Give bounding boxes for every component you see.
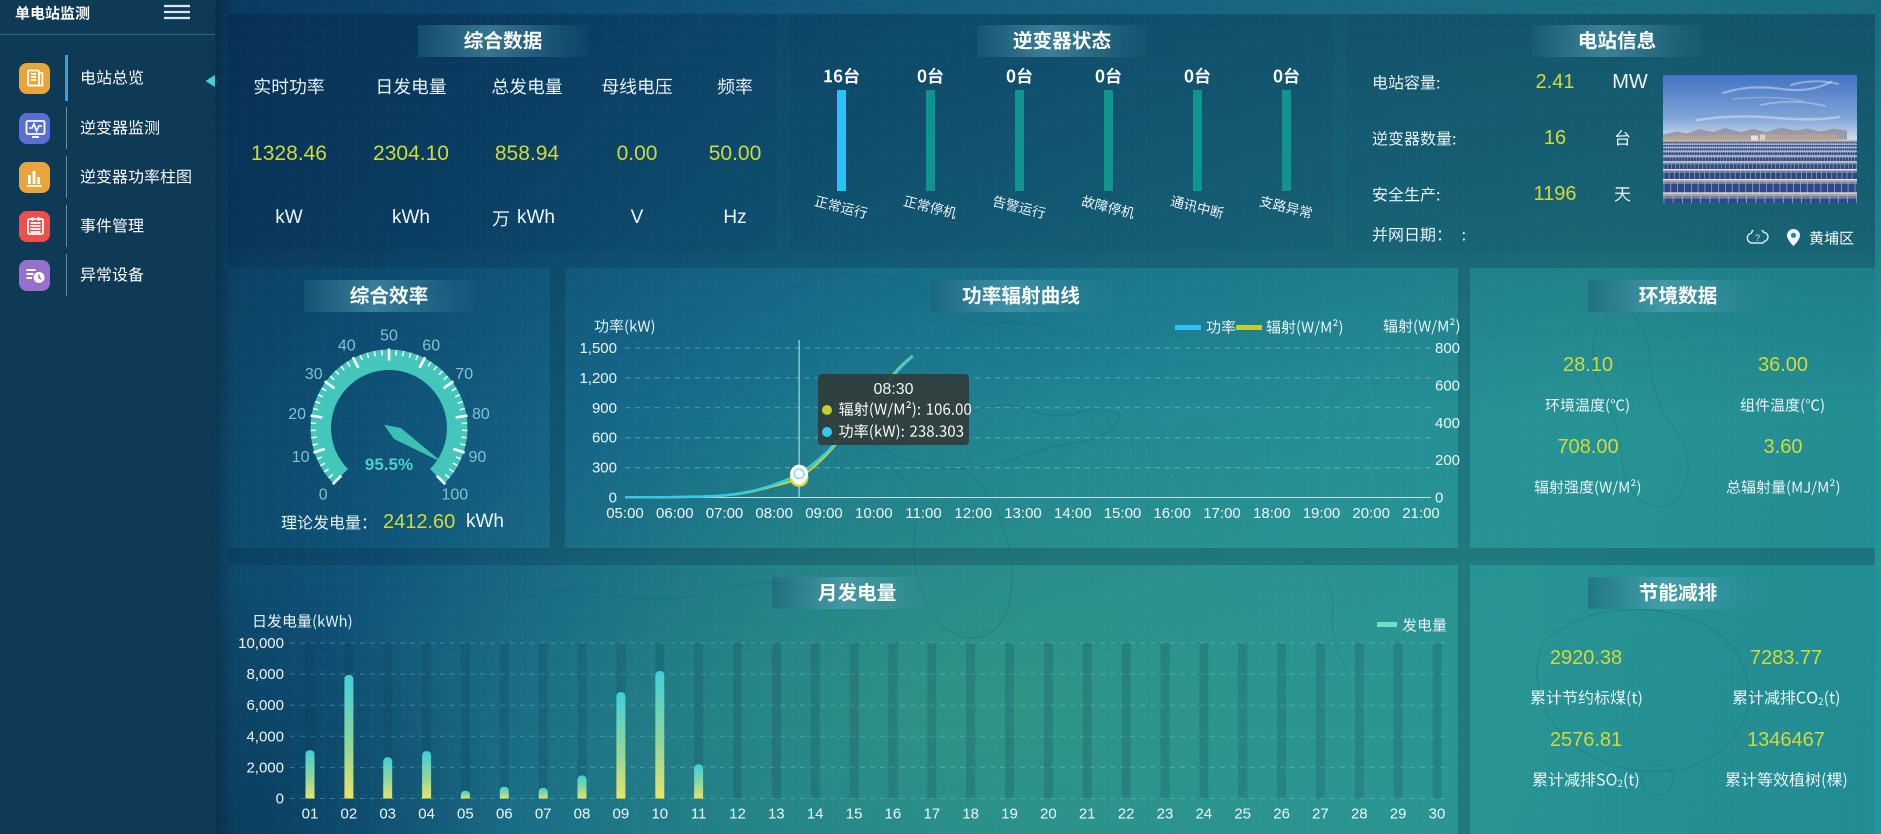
- svg-text:60: 60: [422, 338, 440, 355]
- svg-text:02: 02: [341, 806, 358, 823]
- svg-text:05: 05: [457, 806, 474, 823]
- svg-text:11: 11: [691, 806, 707, 823]
- svg-text:900: 900: [592, 400, 617, 417]
- svg-text:14: 14: [807, 806, 824, 823]
- svg-text:50: 50: [380, 328, 398, 345]
- svg-text:600: 600: [1435, 377, 1460, 394]
- svg-text:19: 19: [1001, 806, 1018, 823]
- svg-text:8,000: 8,000: [246, 666, 284, 683]
- svg-text:27: 27: [1312, 806, 1329, 823]
- svg-text:26: 26: [1273, 806, 1290, 823]
- svg-text:10: 10: [651, 806, 668, 823]
- svg-text:04: 04: [418, 806, 435, 823]
- svg-text:20:00: 20:00: [1352, 505, 1390, 522]
- svg-text:90: 90: [469, 449, 487, 466]
- svg-text:600: 600: [592, 430, 617, 447]
- svg-text:30: 30: [1429, 806, 1446, 823]
- svg-text:4,000: 4,000: [246, 728, 284, 745]
- svg-text:40: 40: [338, 338, 356, 355]
- svg-text:07:00: 07:00: [706, 505, 744, 522]
- svg-text:23: 23: [1157, 806, 1174, 823]
- svg-text:06: 06: [496, 806, 513, 823]
- svg-text:20: 20: [1040, 806, 1057, 823]
- svg-text:07: 07: [535, 806, 552, 823]
- svg-text:6,000: 6,000: [246, 697, 284, 714]
- svg-text:18:00: 18:00: [1253, 505, 1291, 522]
- svg-text:06:00: 06:00: [656, 505, 694, 522]
- svg-text:09:00: 09:00: [805, 505, 843, 522]
- svg-text:10:00: 10:00: [855, 505, 893, 522]
- svg-text:08:00: 08:00: [755, 505, 793, 522]
- svg-text:80: 80: [472, 406, 490, 423]
- svg-text:?: ?: [1755, 233, 1760, 243]
- svg-text:11:00: 11:00: [905, 505, 941, 522]
- svg-text:13: 13: [768, 806, 785, 823]
- svg-text:21: 21: [1079, 806, 1096, 823]
- svg-text:200: 200: [1435, 452, 1460, 469]
- svg-text:800: 800: [1435, 340, 1460, 357]
- svg-text:16: 16: [885, 806, 902, 823]
- svg-text:03: 03: [379, 806, 396, 823]
- svg-text:17: 17: [923, 806, 940, 823]
- svg-text:08: 08: [574, 806, 591, 823]
- svg-text:14:00: 14:00: [1054, 505, 1092, 522]
- svg-text:25: 25: [1234, 806, 1251, 823]
- svg-text:09: 09: [613, 806, 630, 823]
- svg-text:30: 30: [305, 366, 323, 383]
- svg-text:0: 0: [276, 791, 284, 808]
- svg-text:12:00: 12:00: [954, 505, 992, 522]
- svg-text:18: 18: [962, 806, 979, 823]
- svg-text:21:00: 21:00: [1402, 505, 1440, 522]
- svg-text:100: 100: [441, 486, 468, 503]
- svg-text:10,000: 10,000: [238, 635, 284, 652]
- svg-text:20: 20: [288, 406, 306, 423]
- svg-text:22: 22: [1118, 806, 1135, 823]
- svg-text:2,000: 2,000: [246, 759, 284, 776]
- svg-text:0: 0: [319, 486, 328, 503]
- svg-text:15: 15: [846, 806, 863, 823]
- svg-text:05:00: 05:00: [606, 505, 644, 522]
- svg-text:13:00: 13:00: [1004, 505, 1042, 522]
- svg-text:300: 300: [592, 460, 617, 477]
- svg-text:17:00: 17:00: [1203, 505, 1241, 522]
- svg-text:24: 24: [1195, 806, 1212, 823]
- svg-text:70: 70: [455, 366, 473, 383]
- svg-text:400: 400: [1435, 415, 1460, 432]
- svg-text:0: 0: [1435, 490, 1443, 507]
- svg-text:15:00: 15:00: [1104, 505, 1142, 522]
- svg-text:10: 10: [292, 449, 310, 466]
- svg-text:12: 12: [729, 806, 746, 823]
- svg-text:19:00: 19:00: [1303, 505, 1341, 522]
- svg-text:01: 01: [302, 806, 319, 823]
- svg-text:1,200: 1,200: [579, 370, 617, 387]
- svg-text:1,500: 1,500: [579, 340, 617, 357]
- svg-text:16:00: 16:00: [1153, 505, 1191, 522]
- svg-text:29: 29: [1390, 806, 1407, 823]
- svg-text:28: 28: [1351, 806, 1368, 823]
- svg-text:0: 0: [609, 490, 617, 507]
